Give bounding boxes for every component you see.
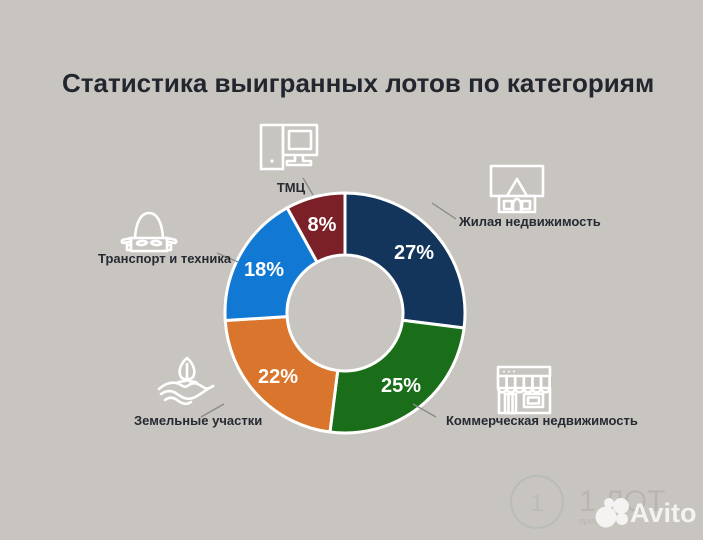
svg-text:1: 1	[530, 490, 543, 517]
svg-text:Avito: Avito	[630, 498, 697, 528]
